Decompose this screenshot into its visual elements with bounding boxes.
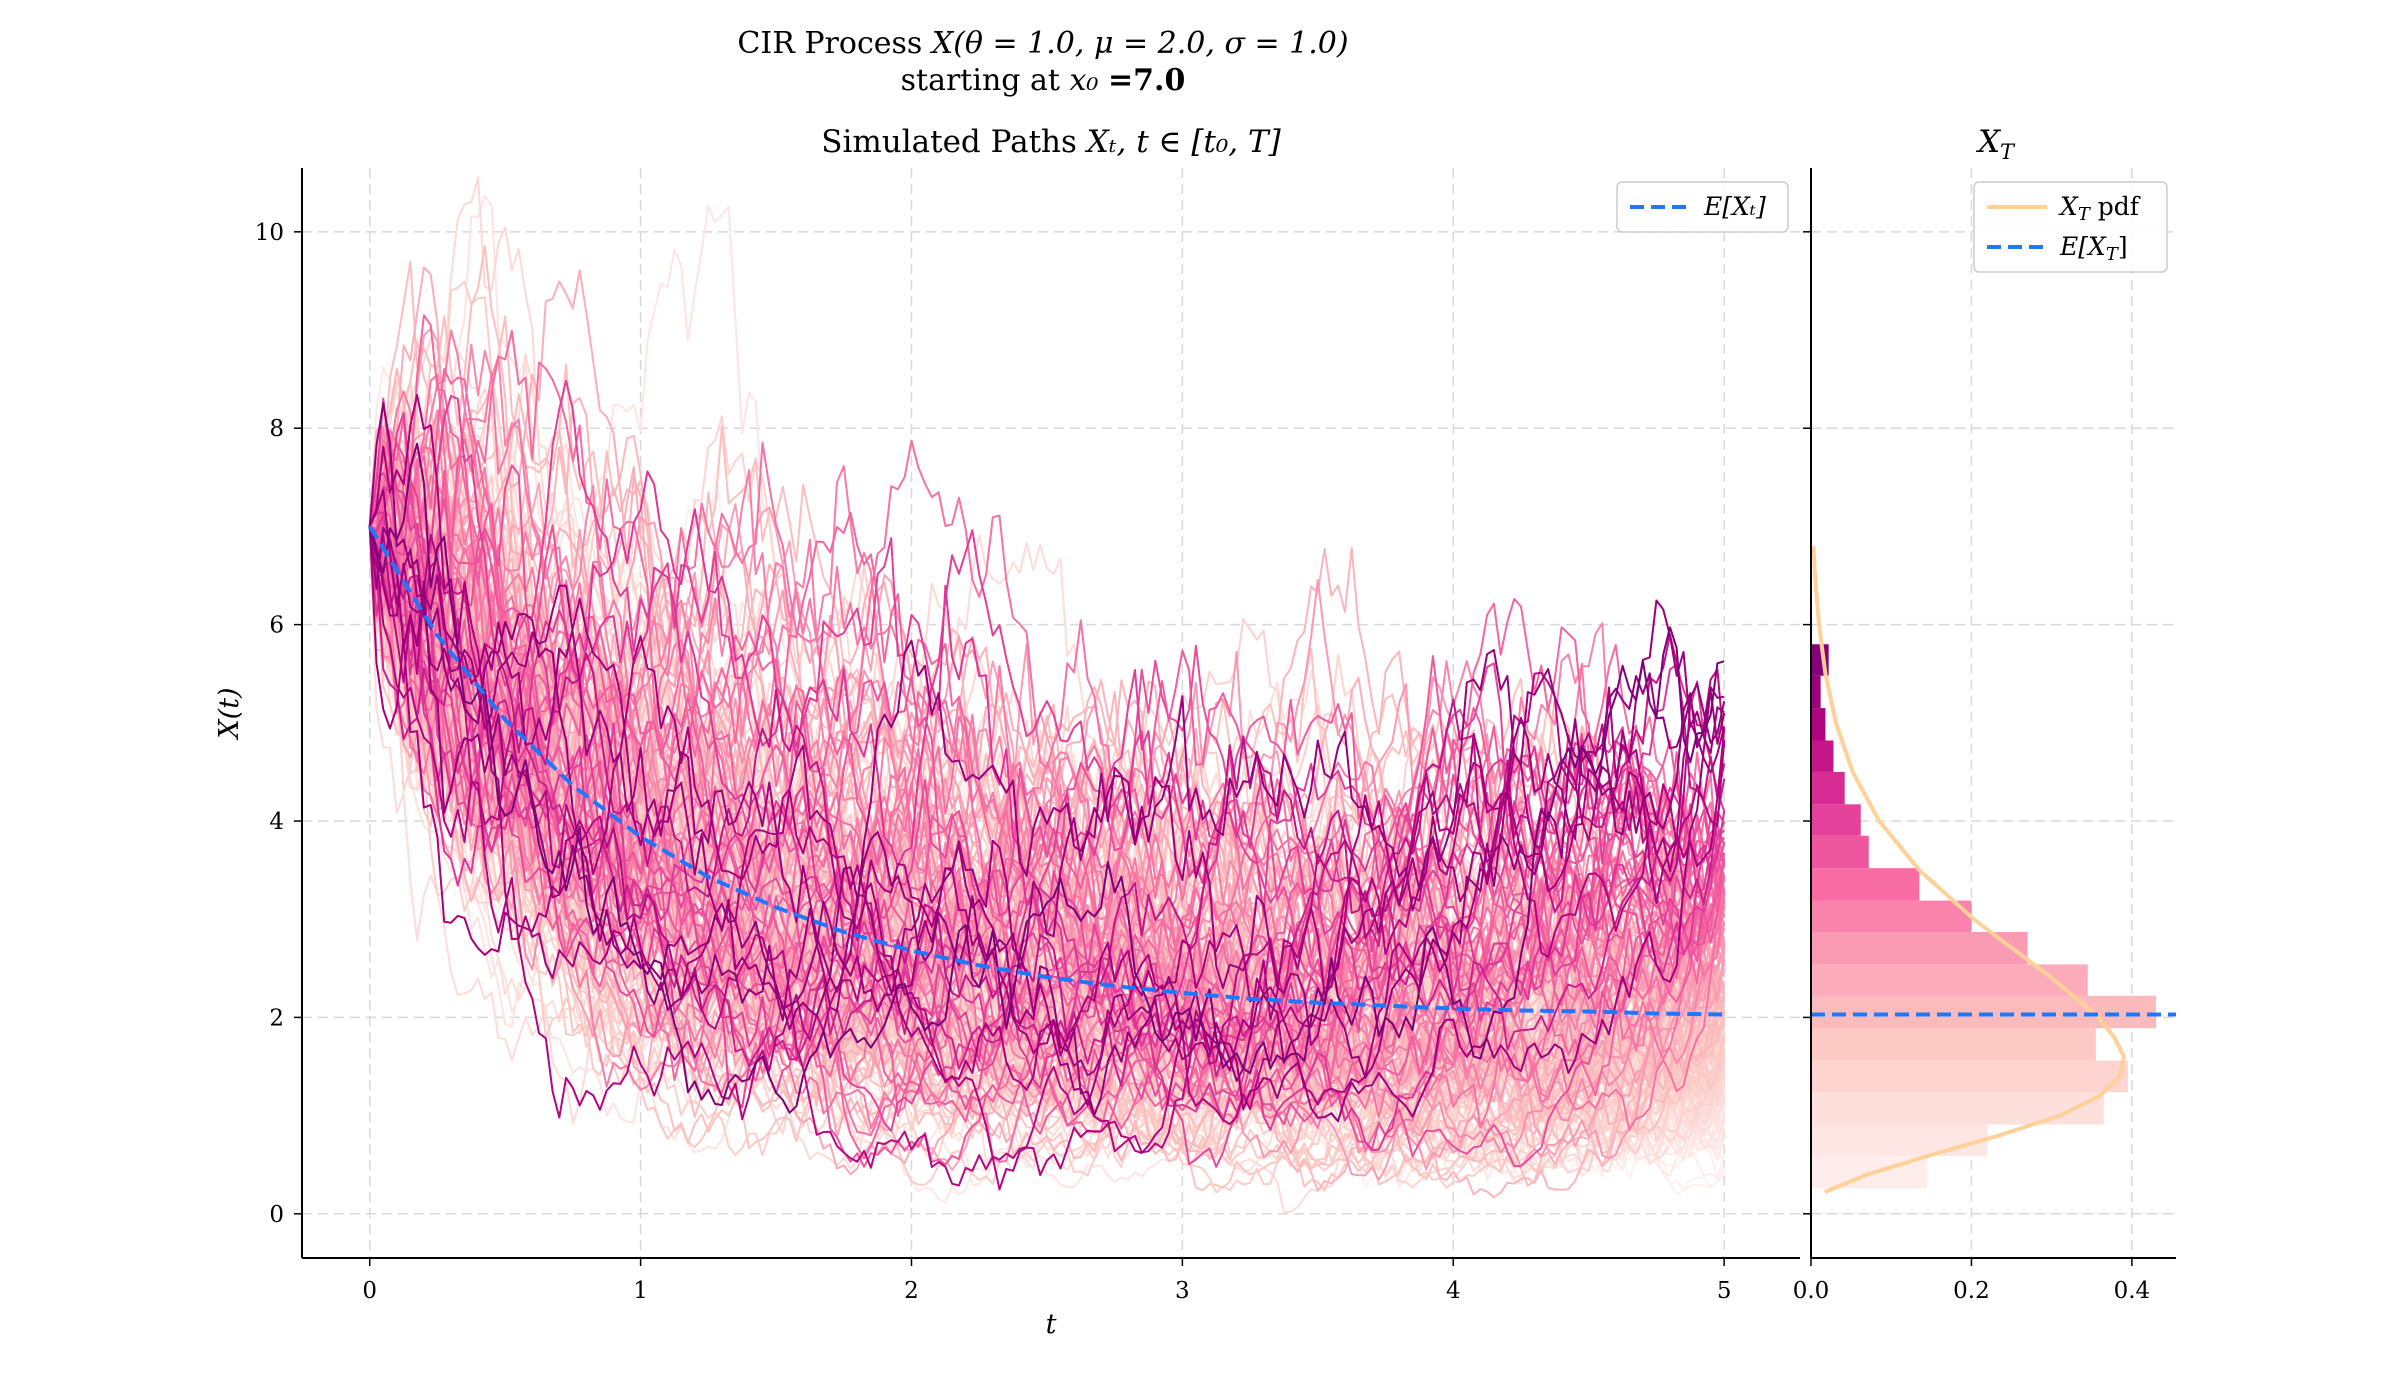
histogram-bar [1811,804,1861,836]
side-axes: 0.0 0.2 0.4 [1793,168,2176,1304]
pdf-line [1811,545,2126,1195]
mean-line-layer [368,525,1725,1017]
histogram-bar [1811,964,2088,996]
main-legend-mean-label: E[Xₜ] [1703,192,1766,221]
simulated-path [368,454,1726,1108]
histogram-bar [1811,1060,2128,1093]
simulated-path [368,463,1725,1095]
x-axis-label: t [1046,1309,1057,1340]
simulated-path [368,379,1726,933]
main-legend: E[Xₜ] [1616,181,1789,233]
histogram-bar [1811,708,1826,741]
main-plot-title: Simulated Paths Xₜ, t ∈ [t₀, T] [821,124,1281,160]
main-x-tick-label: 4 [1446,1278,1461,1304]
simulated-path [368,329,1726,1091]
simulated-path [368,526,1726,1191]
simulated-path [368,526,1726,1042]
histogram-bar [1811,931,2028,965]
simulated-path [368,526,1726,1024]
histogram-bar [1811,740,1834,772]
histogram-bar [1811,1092,2104,1125]
main-axes: 0 1 2 3 4 5 0 2 4 6 8 10 [255,168,1800,1304]
main-y-tick-label: 4 [269,809,284,835]
simulated-path [369,525,1726,1112]
side-legend: XT pdf E[XT] [1973,181,2168,273]
side-x-tick-label: 0.0 [1793,1278,1830,1304]
simulated-path [368,330,1725,1118]
figure-suptitle-line1: CIR Process X(θ = 1.0, μ = 2.0, σ = 1.0) [737,26,1348,61]
simulated-path [369,513,1726,1152]
simulated-path [368,526,1726,1089]
pdf-layer [1811,545,2126,1195]
main-legend-box [1616,181,1789,233]
main-y-tick-label: 0 [269,1202,284,1228]
side-x-tick-label: 0.4 [2114,1278,2151,1304]
side-plot-title: XT [1976,124,2016,164]
histogram-bar [1811,771,1845,805]
simulated-path [368,511,1726,1098]
simulated-path [368,520,1725,1132]
simulated-path [368,441,1726,1168]
main-y-tick-label: 10 [255,220,284,246]
simulated-path [369,525,1726,1033]
side-x-tick-label: 0.2 [1953,1278,1990,1304]
simulated-path [368,500,1726,1117]
side-legend-mean-label: E[XT] [2059,232,2128,265]
simulated-path [368,442,1725,1114]
main-x-tick-label: 5 [1717,1278,1732,1304]
main-x-tick-label: 0 [362,1278,377,1304]
simulated-path [368,526,1726,1088]
histogram-bar [1811,675,1821,709]
histogram-bar [1811,1124,1988,1156]
simulated-path [368,393,1726,1077]
histogram-bar [1811,995,2156,1029]
histogram-bar [1811,835,1869,869]
histogram-bar [1811,1028,2096,1061]
figure-suptitle-line2: starting at x₀ =7.0 [901,63,1186,98]
simulated-path [368,470,1726,1058]
main-x-tick-label: 2 [904,1278,919,1304]
simulated-path [368,397,1726,1062]
simulated-path [368,526,1726,1123]
main-y-tick-label: 8 [269,416,284,442]
main-y-tick-label: 6 [269,613,284,639]
histogram-bar [1811,900,1972,932]
side-plot: 0.0 0.2 0.4 XT pdf E[XT] [1793,168,2176,1304]
main-x-tick-label: 1 [633,1278,648,1304]
main-y-tick-label: 2 [269,1005,284,1031]
simulated-path [368,436,1726,1098]
simulated-path [368,526,1726,1106]
histogram-bar [1811,868,1920,901]
side-legend-pdf-label: XT pdf [2058,192,2141,225]
simulated-path [368,402,1725,1117]
mean-line [368,525,1725,1017]
terminal-histogram [1811,644,2156,1189]
main-plot: 0 1 2 3 4 5 0 2 4 6 8 10 t X(t) E[Xₜ] [214,168,1800,1340]
side-legend-box [1973,181,2168,273]
y-axis-label: X(t) [214,687,245,740]
main-x-tick-label: 3 [1175,1278,1190,1304]
simulated-paths [368,176,1726,1213]
